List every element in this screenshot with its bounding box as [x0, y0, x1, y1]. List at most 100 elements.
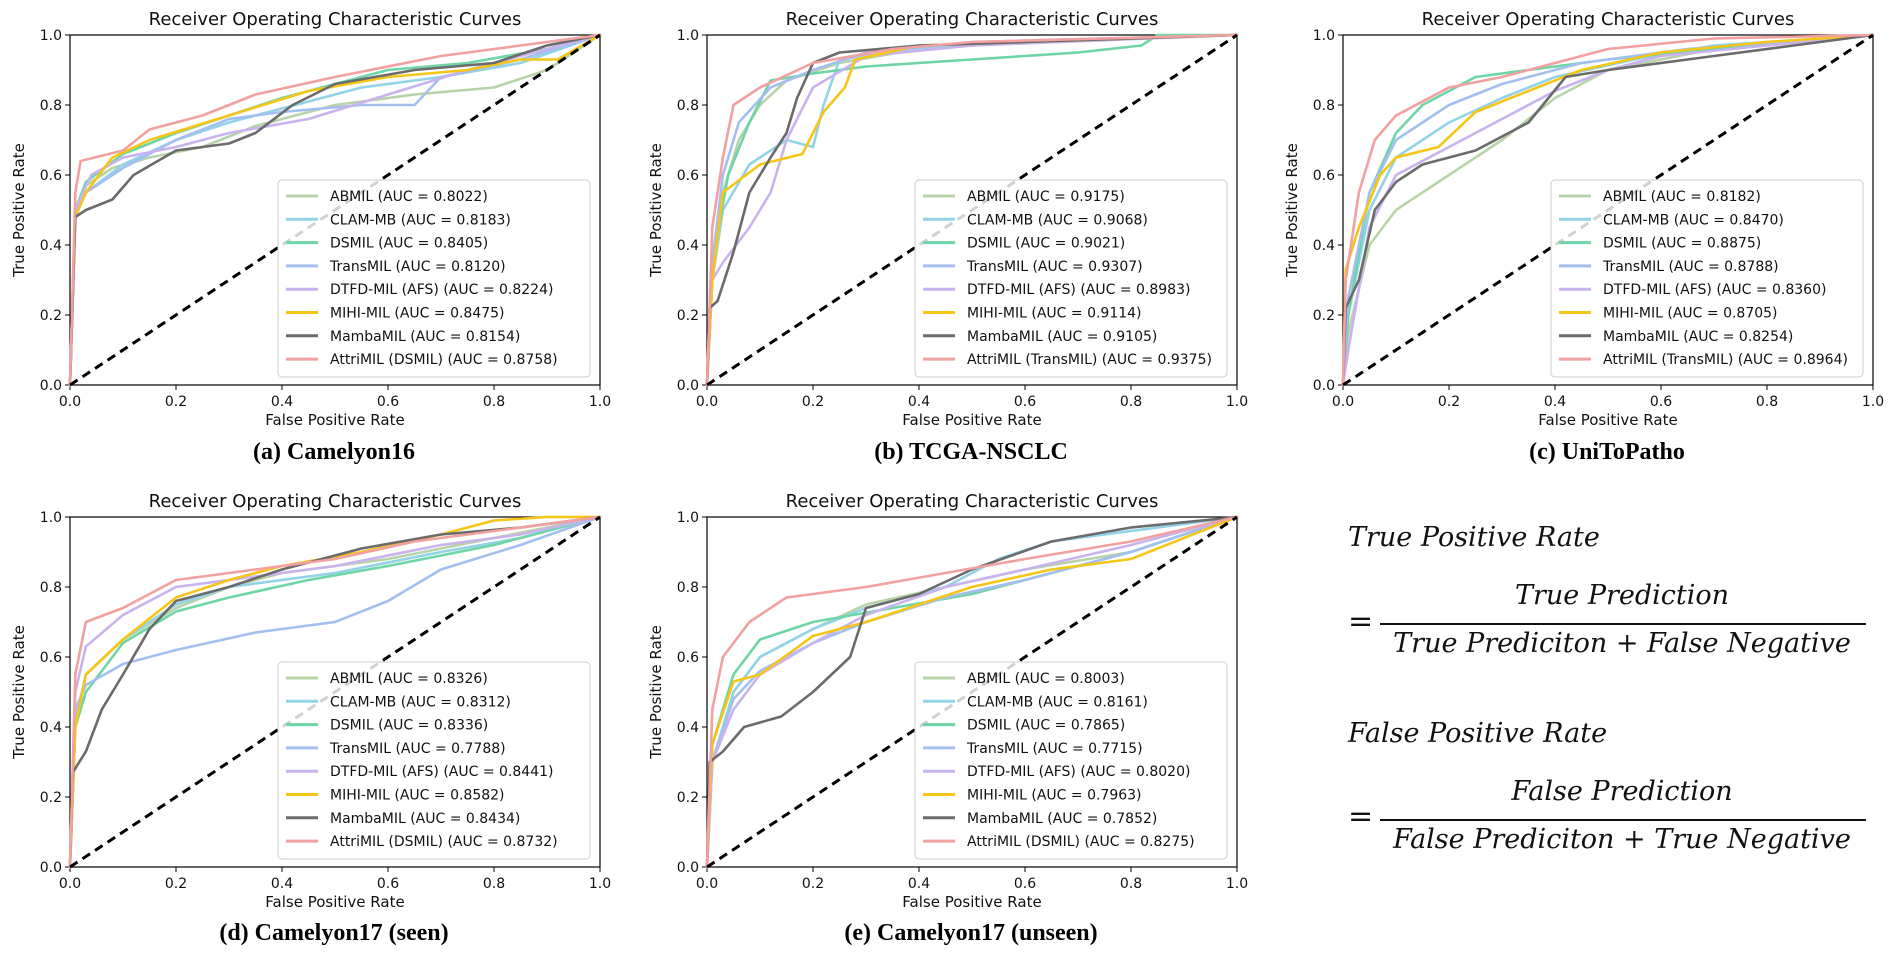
- roc-curve-7: [68, 33, 602, 387]
- y-tick-label: 0.2: [40, 308, 62, 324]
- y-tick-label: 0.6: [1313, 168, 1335, 184]
- legend-box: [914, 661, 1228, 860]
- legend-entry: AttriMIL (DSMIL) (AUC = 0.8758): [330, 352, 558, 368]
- x-tick-label: 0.4: [1544, 394, 1566, 410]
- y-tick-label: 0.0: [40, 860, 62, 876]
- legend-entry: ABMIL (AUC = 0.8022): [330, 189, 488, 205]
- fpr-equals: =: [1348, 799, 1374, 834]
- legend-entry: MIHI-MIL (AUC = 0.9114): [967, 306, 1142, 322]
- caption-a: (a) Camelyon16: [253, 439, 415, 465]
- x-tick-label: 0.2: [165, 394, 187, 410]
- y-tick-label: 1.0: [1313, 28, 1335, 44]
- x-tick-label: 0.8: [483, 876, 505, 892]
- plot-frame: [1342, 34, 1874, 386]
- roc-curve-2: [1341, 33, 1875, 387]
- chart-title: Receiver Operating Characteristic Curves: [786, 9, 1159, 30]
- x-tick-label: 0.0: [59, 394, 81, 410]
- roc-curve-5: [1341, 33, 1875, 387]
- y-axis-label: True Positive Rate: [10, 143, 28, 278]
- y-tick-label: 0.8: [677, 580, 699, 596]
- caption-d: (d) Camelyon17 (seen): [219, 920, 449, 946]
- y-tick-label: 1.0: [677, 28, 699, 44]
- caption-c: (c) UniToPatho: [1529, 439, 1685, 465]
- x-tick-label: 0.0: [696, 876, 718, 892]
- legend-entry: AttriMIL (DSMIL) (AUC = 0.8275): [967, 834, 1195, 850]
- y-tick-label: 0.2: [677, 790, 699, 806]
- legend-entry: DSMIL (AUC = 0.9021): [967, 236, 1125, 252]
- tpr-equals: =: [1348, 604, 1374, 639]
- x-tick-label: 0.6: [377, 394, 399, 410]
- legend-entry: CLAM-MB (AUC = 0.8470): [1603, 212, 1784, 228]
- fpr-formula-label: False Positive Rate: [1348, 718, 1608, 749]
- x-tick-label: 0.6: [1650, 394, 1672, 410]
- legend-entry: DSMIL (AUC = 0.8875): [1603, 236, 1761, 252]
- y-tick-label: 0.2: [40, 790, 62, 806]
- y-tick-label: 0.2: [677, 308, 699, 324]
- legend-box: [1550, 179, 1864, 378]
- fpr-numerator: False Prediction: [1511, 776, 1733, 807]
- x-tick-label: 0.2: [165, 876, 187, 892]
- legend-entry: MambaMIL (AUC = 0.8154): [330, 329, 520, 345]
- roc-chart-camelyon17-unseen: Receiver Operating Characteristic Curves…: [647, 491, 1248, 911]
- roc-curve-4: [68, 515, 602, 869]
- roc-curve-6: [1341, 33, 1875, 387]
- roc-chart-camelyon17-seen: Receiver Operating Characteristic Curves…: [10, 491, 611, 911]
- roc-curve-7: [1341, 33, 1875, 387]
- x-tick-label: 0.0: [1332, 394, 1354, 410]
- x-tick-label: 0.2: [802, 876, 824, 892]
- y-tick-label: 0.0: [40, 378, 62, 394]
- roc-chart-tcga-nsclc: Receiver Operating Characteristic Curves…: [647, 9, 1248, 429]
- x-tick-label: 1.0: [589, 394, 611, 410]
- x-tick-label: 0.8: [483, 394, 505, 410]
- y-tick-label: 0.4: [1313, 238, 1335, 254]
- legend-entry: MIHI-MIL (AUC = 0.8475): [330, 306, 505, 322]
- tpr-formula-label: True Positive Rate: [1348, 522, 1600, 553]
- y-tick-label: 0.4: [677, 720, 699, 736]
- legend-entry: DSMIL (AUC = 0.7865): [967, 718, 1125, 734]
- legend-entry: ABMIL (AUC = 0.8003): [967, 671, 1125, 687]
- caption-e: (e) Camelyon17 (unseen): [844, 920, 1098, 946]
- x-tick-label: 0.6: [1014, 394, 1036, 410]
- legend-entry: AttriMIL (TransMIL) (AUC = 0.8964): [1603, 352, 1848, 368]
- legend-entry: DTFD-MIL (AFS) (AUC = 0.8983): [967, 282, 1190, 298]
- fpr-fraction-bar: [1380, 819, 1866, 821]
- legend-entry: DTFD-MIL (AFS) (AUC = 0.8224): [330, 282, 553, 298]
- chart-title: Receiver Operating Characteristic Curves: [149, 491, 522, 512]
- roc-chart-camelyon16: Receiver Operating Characteristic Curves…: [10, 9, 611, 429]
- legend-entry: DSMIL (AUC = 0.8405): [330, 236, 488, 252]
- legend-entry: MambaMIL (AUC = 0.9105): [967, 329, 1157, 345]
- y-tick-label: 0.6: [40, 168, 62, 184]
- y-axis-label: True Positive Rate: [647, 143, 665, 278]
- y-tick-label: 0.2: [1313, 308, 1335, 324]
- y-tick-label: 0.0: [677, 860, 699, 876]
- x-tick-label: 0.8: [1120, 394, 1142, 410]
- legend-box: [277, 661, 591, 860]
- legend-entry: AttriMIL (TransMIL) (AUC = 0.9375): [967, 352, 1212, 368]
- x-axis-label: False Positive Rate: [902, 411, 1041, 429]
- legend-entry: DTFD-MIL (AFS) (AUC = 0.8441): [330, 764, 553, 780]
- y-tick-label: 0.0: [677, 378, 699, 394]
- plot-frame: [706, 516, 1238, 868]
- y-tick-label: 0.8: [1313, 98, 1335, 114]
- chart-title: Receiver Operating Characteristic Curves: [786, 491, 1159, 512]
- y-tick-label: 0.6: [677, 650, 699, 666]
- y-tick-label: 0.6: [40, 650, 62, 666]
- roc-curve-2: [68, 515, 602, 869]
- y-tick-label: 0.8: [40, 580, 62, 596]
- roc-curve-5: [68, 33, 602, 387]
- legend-entry: MIHI-MIL (AUC = 0.7963): [967, 788, 1142, 804]
- legend-entry: TransMIL (AUC = 0.9307): [966, 259, 1143, 275]
- roc-chart-unitopatho: Receiver Operating Characteristic Curves…: [1283, 9, 1884, 429]
- legend-entry: CLAM-MB (AUC = 0.9068): [967, 212, 1148, 228]
- x-tick-label: 0.6: [1014, 876, 1036, 892]
- legend-entry: MambaMIL (AUC = 0.7852): [967, 811, 1157, 827]
- y-axis-label: True Positive Rate: [647, 625, 665, 760]
- x-tick-label: 0.8: [1756, 394, 1778, 410]
- roc-curve-4: [705, 33, 1239, 387]
- y-tick-label: 1.0: [40, 510, 62, 526]
- legend-entry: ABMIL (AUC = 0.8326): [330, 671, 488, 687]
- x-tick-label: 1.0: [1226, 876, 1248, 892]
- legend-box: [277, 179, 591, 378]
- legend-entry: MIHI-MIL (AUC = 0.8705): [1603, 306, 1778, 322]
